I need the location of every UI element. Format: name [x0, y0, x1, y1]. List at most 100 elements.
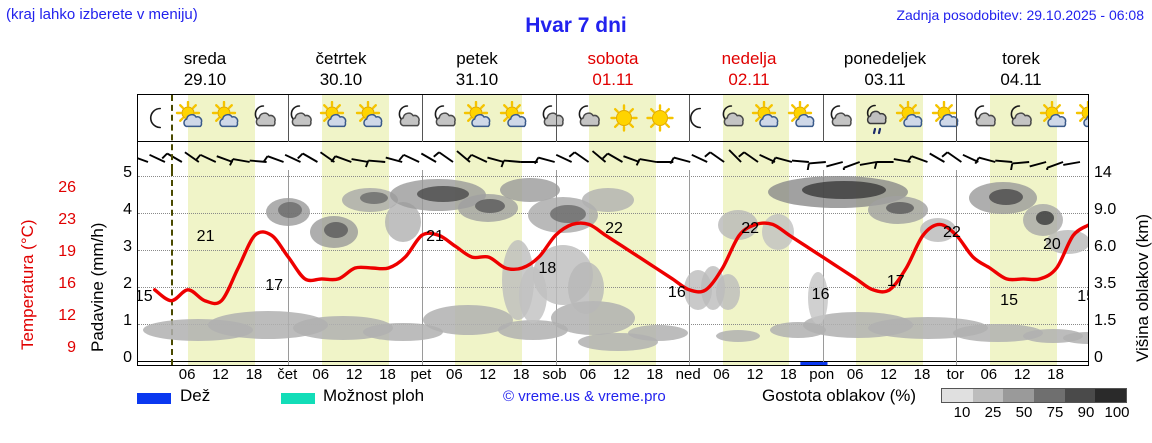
- cloud-density-raster: [143, 176, 1088, 351]
- wind-barb: [978, 156, 996, 163]
- wind-barb-flag: [500, 160, 505, 168]
- day-name: četrtek: [315, 49, 367, 68]
- temperature-value-label: 15: [1077, 288, 1088, 305]
- day-date: 02.11: [728, 70, 770, 89]
- temperature-value-label: 15: [1000, 292, 1018, 309]
- wind-barb-flag: [398, 154, 405, 161]
- x-tick-label: 12: [212, 366, 229, 383]
- weather-icon-sun-cloud: [930, 95, 966, 141]
- temperature-tick: 19: [58, 243, 76, 260]
- wind-barb: [149, 153, 166, 163]
- x-tick-label: 12: [1013, 366, 1031, 383]
- precipitation-bar: [817, 362, 828, 365]
- wind-barb-flag: [195, 154, 202, 161]
- vertical-gridline: [288, 170, 290, 365]
- weather-icon-moon: [138, 95, 174, 141]
- weather-icon-moon-cloud: [390, 95, 426, 141]
- wind-barb: [1029, 161, 1047, 168]
- wind-barb: [639, 158, 657, 163]
- weather-icon-moon-cloud: [966, 95, 1002, 141]
- wind-barb: [791, 159, 809, 163]
- x-tick-label: 06: [312, 366, 330, 383]
- wind-barb: [555, 153, 573, 163]
- cloud-density-tick: 10: [953, 404, 971, 421]
- weather-icon-moon-cloud: [246, 95, 282, 141]
- showers-legend-swatch: [281, 393, 315, 404]
- day-separator: [421, 95, 423, 142]
- weather-icon-moon-cloud: [426, 95, 462, 141]
- cloud-height-tick: 1.5: [1094, 312, 1117, 329]
- day-header-četrtek: četrtek 30.10: [273, 48, 409, 92]
- day-name: torek: [1002, 49, 1040, 68]
- wind-barb: [911, 155, 928, 163]
- temperature-value-label: 22: [943, 224, 961, 241]
- day-header-sreda: sreda 29.10: [137, 48, 273, 92]
- vertical-gridline: [689, 170, 691, 365]
- temperature-value-label: 18: [538, 260, 557, 277]
- weather-icon-sun-cloud: [354, 95, 390, 141]
- wind-barb-flag: [568, 151, 576, 158]
- rain-legend-swatch: [137, 393, 171, 404]
- cloud-density-step: [1064, 389, 1096, 402]
- precipitation-tick: 3: [123, 238, 132, 255]
- credit-link[interactable]: © vreme.us & vreme.pro: [503, 388, 666, 405]
- showers-legend-label: Možnost ploh: [323, 386, 425, 405]
- temperature-value-label: 21: [196, 228, 215, 245]
- last-update-label: Zadnja posodobitev: 29.10.2025 - 06:08: [896, 7, 1144, 23]
- wind-barb: [487, 156, 505, 163]
- x-tick-label: 18: [379, 366, 396, 383]
- wind-barb: [351, 158, 369, 163]
- temperature-value-label: 16: [667, 284, 686, 301]
- weather-icon-moon-cloud: [570, 95, 606, 141]
- current-time-line: [171, 170, 174, 365]
- wind-barb-flag: [466, 154, 473, 161]
- temperature-value-label: 22: [741, 220, 760, 237]
- wind-barb: [728, 149, 742, 163]
- wind-barb: [267, 155, 284, 163]
- wind-barb-flag: [771, 157, 777, 165]
- wind-barb: [775, 156, 793, 163]
- day-date: 03.11: [864, 70, 906, 89]
- wind-barb-flag: [262, 155, 269, 163]
- wind-barb: [216, 155, 234, 163]
- temperature-tick: 16: [58, 275, 76, 292]
- weather-icon-moon-cloud: [714, 95, 750, 141]
- cloud-density-tick: 25: [984, 404, 1002, 421]
- cloud-height-tick: 0: [1094, 349, 1103, 366]
- x-tick-label: 12: [613, 366, 630, 383]
- weather-icon-sun-cloud: [498, 95, 534, 141]
- forecast-plot: 15 21 17 21 18 22 16 22 16 17 22 15 20 15: [137, 94, 1089, 366]
- x-tick-label: 12: [345, 366, 363, 383]
- wind-barb-flag: [602, 152, 609, 160]
- rain-legend-label: Dež: [180, 386, 211, 405]
- horizontal-gridline: [138, 361, 1088, 362]
- wind-barb: [232, 158, 250, 163]
- temperature-value-label: 17: [265, 277, 284, 294]
- wind-barb-flag: [806, 163, 810, 170]
- wind-barb: [166, 152, 183, 163]
- precipitation-bar: [807, 362, 818, 365]
- x-tick-label: 06: [980, 366, 998, 383]
- current-time-line-top: [171, 95, 174, 170]
- wind-barb-flag: [297, 152, 304, 160]
- wind-barb: [691, 153, 708, 163]
- day-name: ponedeljek: [843, 49, 927, 68]
- cloud-height-tick: 3.5: [1094, 275, 1117, 292]
- wind-barb: [138, 157, 149, 163]
- wind-barb: [607, 152, 623, 163]
- day-header-row: sreda 29.10 četrtek 30.10 petek 31.10 sobota 01…: [137, 48, 1089, 92]
- x-tick-label: tor: [946, 366, 965, 383]
- temperature-line: [153, 221, 1088, 306]
- day-name: petek: [456, 49, 498, 68]
- wind-barb: [503, 159, 521, 163]
- page-title: Hvar 7 dni: [525, 14, 627, 37]
- location-menu-note[interactable]: (kraj lahko izberete v meniju): [6, 6, 198, 23]
- weather-icon-sun-cloud: [894, 95, 930, 141]
- precipitation-tick: 1: [123, 312, 132, 329]
- precipitation-tick: 0: [123, 349, 132, 366]
- wind-barb: [859, 161, 877, 166]
- wind-barb: [929, 152, 945, 163]
- wind-barb: [843, 161, 861, 169]
- temperature-tick: 12: [58, 307, 76, 324]
- cloud-height-tick: 14: [1094, 164, 1112, 181]
